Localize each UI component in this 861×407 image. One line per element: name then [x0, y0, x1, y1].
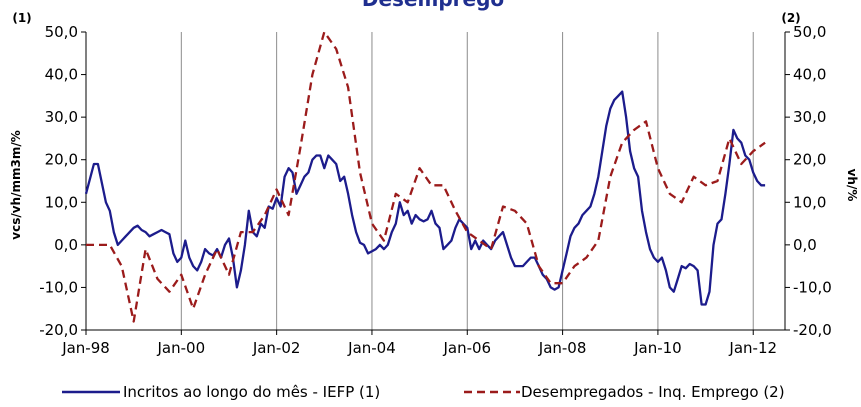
x-ticks: Jan-98 Jan-00 Jan-02 Jan-04 Jan-06 Jan-08 Jan-…	[61, 330, 777, 357]
y-tick-label-left: -20,0	[39, 321, 78, 339]
y-tick-label-left: 50,0	[45, 23, 78, 41]
y-axis-label-left: vcs/vh/mm3m/%	[9, 130, 23, 239]
left-axis-marker: (1)	[12, 11, 31, 25]
y-tick-label-left: 0,0	[54, 236, 78, 254]
x-tick-label: Jan-12	[728, 339, 777, 357]
legend-label-series-1: Incritos ao longo do mês - IEFP (1)	[123, 383, 380, 401]
y-tick-label-right: 50,0	[793, 23, 826, 41]
right-axis-marker: (2)	[781, 11, 800, 25]
series-line-2	[86, 30, 766, 323]
y-tick-label-left: 30,0	[45, 108, 78, 126]
y-tick-label-right: 40,0	[793, 66, 826, 84]
y-tick-label-left: 20,0	[45, 151, 78, 169]
y-tick-label-left: 40,0	[45, 66, 78, 84]
x-tick-label: Jan-00	[157, 339, 206, 357]
y-tick-label-right: 10,0	[793, 193, 826, 211]
x-tick-label: Jan-98	[61, 339, 110, 357]
x-tick-label: Jan-04	[347, 339, 396, 357]
y-tick-label-right: 30,0	[793, 108, 826, 126]
y-tick-label-right: -20,0	[793, 321, 832, 339]
y-tick-label-right: 0,0	[793, 236, 817, 254]
y-ticks-right: 50,0 40,0 30,0 20,0 10,0 0,0 -10,0 -20,0	[785, 23, 832, 339]
y-tick-label-right: -10,0	[793, 278, 832, 296]
series-lines	[84, 30, 766, 323]
chart-title: Desemprego	[362, 0, 504, 11]
y-axis-label-right: vh/%	[845, 169, 859, 202]
series-line-1	[84, 90, 766, 306]
grid-lines	[180, 32, 754, 330]
y-tick-label-right: 20,0	[793, 151, 826, 169]
y-tick-label-left: -10,0	[39, 278, 78, 296]
x-tick-label: Jan-02	[252, 339, 301, 357]
axes	[85, 32, 786, 331]
y-ticks-left: 50,0 40,0 30,0 20,0 10,0 0,0 -10,0 -20,0	[39, 23, 86, 339]
x-tick-label: Jan-10	[633, 339, 682, 357]
y-tick-label-left: 10,0	[45, 193, 78, 211]
x-tick-label: Jan-08	[538, 339, 587, 357]
legend: Incritos ao longo do mês - IEFP (1) Dese…	[62, 383, 785, 401]
legend-label-series-2: Desempregados - Inq. Emprego (2)	[521, 383, 785, 401]
x-tick-label: Jan-06	[442, 339, 491, 357]
